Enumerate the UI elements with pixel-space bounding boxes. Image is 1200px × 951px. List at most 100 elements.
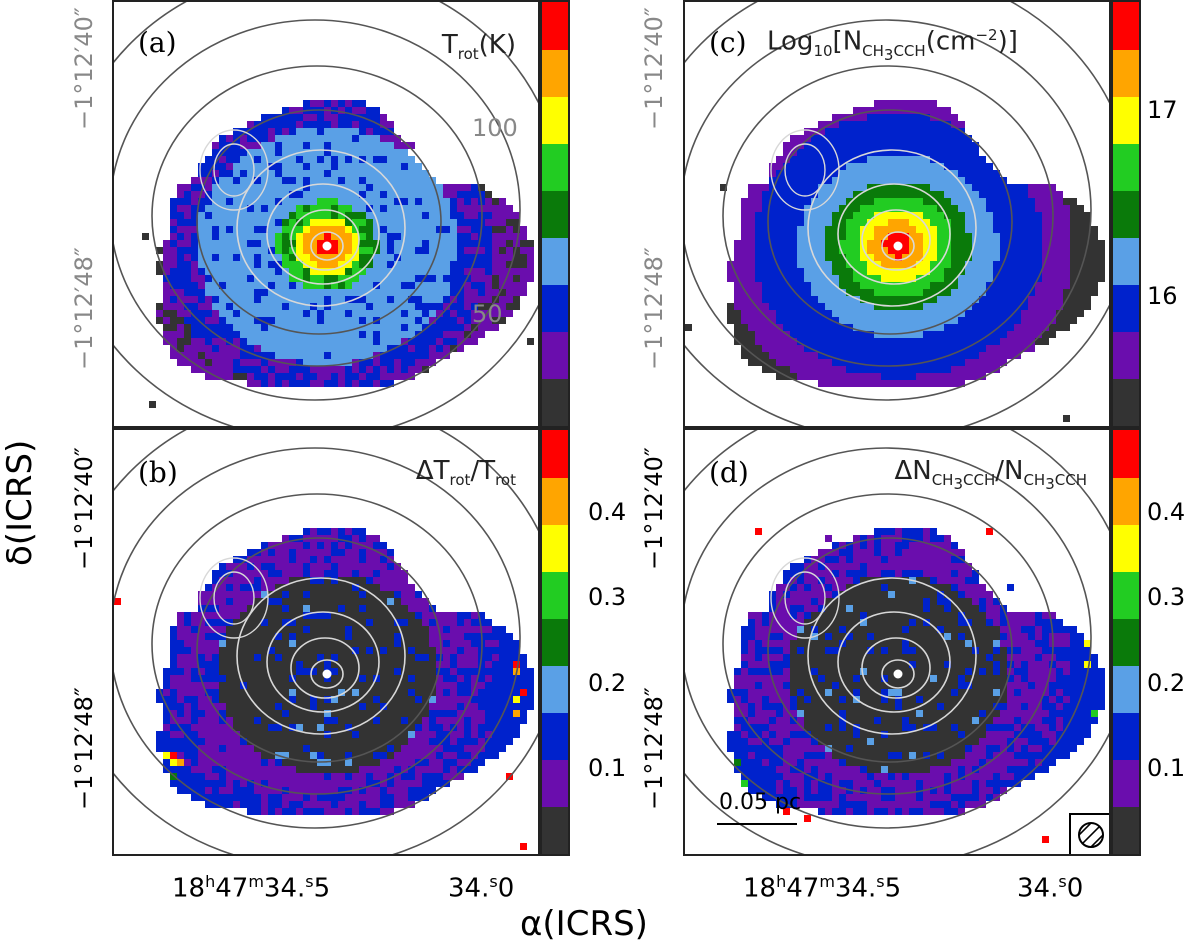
heatmap-pixel bbox=[937, 184, 944, 191]
heatmap-pixel bbox=[804, 240, 811, 247]
heatmap-pixel bbox=[394, 296, 401, 303]
heatmap-pixel bbox=[429, 675, 436, 682]
heatmap-pixel bbox=[289, 633, 296, 640]
heatmap-pixel bbox=[366, 556, 373, 563]
heatmap-pixel bbox=[422, 703, 429, 710]
heatmap-pixel bbox=[310, 163, 317, 170]
heatmap-pixel bbox=[191, 717, 198, 724]
heatmap-pixel bbox=[923, 142, 930, 149]
heatmap-pixel bbox=[380, 184, 387, 191]
heatmap-pixel bbox=[909, 338, 916, 345]
heatmap-pixel bbox=[762, 338, 769, 345]
heatmap-pixel bbox=[212, 275, 219, 282]
heatmap-pixel bbox=[797, 254, 804, 261]
heatmap-pixel bbox=[422, 233, 429, 240]
heatmap-pixel bbox=[811, 289, 818, 296]
heatmap-pixel bbox=[401, 794, 408, 801]
heatmap-pixel bbox=[457, 682, 464, 689]
heatmap-pixel bbox=[881, 121, 888, 128]
heatmap-pixel bbox=[923, 205, 930, 212]
heatmap-pixel bbox=[471, 317, 478, 324]
heatmap-pixel bbox=[394, 331, 401, 338]
heatmap-pixel bbox=[422, 787, 429, 794]
heatmap-pixel bbox=[352, 184, 359, 191]
heatmap-pixel bbox=[380, 303, 387, 310]
heatmap-pixel bbox=[895, 317, 902, 324]
heatmap-pixel bbox=[170, 738, 177, 745]
heatmap-pixel bbox=[296, 205, 303, 212]
heatmap-pixel bbox=[240, 282, 247, 289]
heatmap-pixel bbox=[156, 696, 163, 703]
heatmap-pixel bbox=[499, 233, 506, 240]
heatmap-pixel bbox=[310, 738, 317, 745]
heatmap-pixel bbox=[345, 184, 352, 191]
heatmap-pixel bbox=[254, 563, 261, 570]
heatmap-pixel bbox=[839, 303, 846, 310]
heatmap-pixel bbox=[492, 661, 499, 668]
heatmap-pixel bbox=[282, 114, 289, 121]
heatmap-pixel bbox=[289, 724, 296, 731]
heatmap-pixel bbox=[289, 156, 296, 163]
heatmap-pixel bbox=[1007, 226, 1014, 233]
heatmap-pixel bbox=[338, 640, 345, 647]
heatmap-pixel bbox=[916, 114, 923, 121]
heatmap-pixel bbox=[331, 198, 338, 205]
heatmap-pixel bbox=[338, 661, 345, 668]
heatmap-pixel bbox=[478, 724, 485, 731]
heatmap-pixel bbox=[338, 275, 345, 282]
peak-marker bbox=[322, 241, 332, 251]
heatmap-pixel bbox=[1000, 254, 1007, 261]
heatmap-pixel bbox=[240, 703, 247, 710]
heatmap-pixel bbox=[261, 163, 268, 170]
heatmap-pixel bbox=[993, 324, 1000, 331]
heatmap-pixel bbox=[317, 703, 324, 710]
heatmap-pixel bbox=[860, 240, 867, 247]
heatmap-pixel bbox=[986, 345, 993, 352]
heatmap-pixel bbox=[860, 170, 867, 177]
heatmap-pixel bbox=[254, 345, 261, 352]
heatmap-pixel bbox=[895, 226, 902, 233]
heatmap-pixel bbox=[401, 247, 408, 254]
heatmap-pixel bbox=[177, 619, 184, 626]
heatmap-pixel bbox=[331, 668, 338, 675]
heatmap-pixel bbox=[373, 345, 380, 352]
heatmap-pixel bbox=[268, 352, 275, 359]
heatmap-pixel bbox=[338, 254, 345, 261]
heatmap-pixel bbox=[240, 219, 247, 226]
heatmap-pixel bbox=[233, 366, 240, 373]
heatmap-pixel bbox=[303, 254, 310, 261]
heatmap-pixel bbox=[923, 331, 930, 338]
heatmap-pixel bbox=[937, 135, 944, 142]
heatmap-pixel bbox=[247, 380, 254, 387]
heatmap-pixel bbox=[373, 738, 380, 745]
heatmap-pixel bbox=[874, 359, 881, 366]
heatmap-pixel bbox=[951, 128, 958, 135]
heatmap-pixel bbox=[317, 226, 324, 233]
heatmap-pixel bbox=[993, 310, 1000, 317]
heatmap-pixel bbox=[867, 135, 874, 142]
heatmap-pixel bbox=[359, 780, 366, 787]
heatmap-pixel bbox=[408, 156, 415, 163]
heatmap-pixel bbox=[972, 275, 979, 282]
heatmap-pixel bbox=[275, 198, 282, 205]
heatmap-pixel bbox=[366, 149, 373, 156]
heatmap-pixel bbox=[450, 752, 457, 759]
heatmap-pixel bbox=[408, 598, 415, 605]
heatmap-pixel bbox=[345, 289, 352, 296]
heatmap-pixel bbox=[832, 240, 839, 247]
heatmap-pixel bbox=[282, 731, 289, 738]
heatmap-pixel bbox=[352, 303, 359, 310]
heatmap-pixel bbox=[219, 226, 226, 233]
heatmap-pixel bbox=[762, 198, 769, 205]
heatmap-pixel bbox=[1077, 275, 1084, 282]
heatmap-pixel bbox=[282, 556, 289, 563]
heatmap-pixel bbox=[478, 261, 485, 268]
heatmap-pixel bbox=[219, 787, 226, 794]
heatmap-pixel bbox=[832, 261, 839, 268]
heatmap-pixel bbox=[345, 598, 352, 605]
heatmap-pixel bbox=[811, 135, 818, 142]
heatmap-pixel bbox=[366, 724, 373, 731]
heatmap-pixel bbox=[303, 654, 310, 661]
heatmap-pixel bbox=[226, 219, 233, 226]
heatmap-pixel bbox=[1091, 289, 1098, 296]
